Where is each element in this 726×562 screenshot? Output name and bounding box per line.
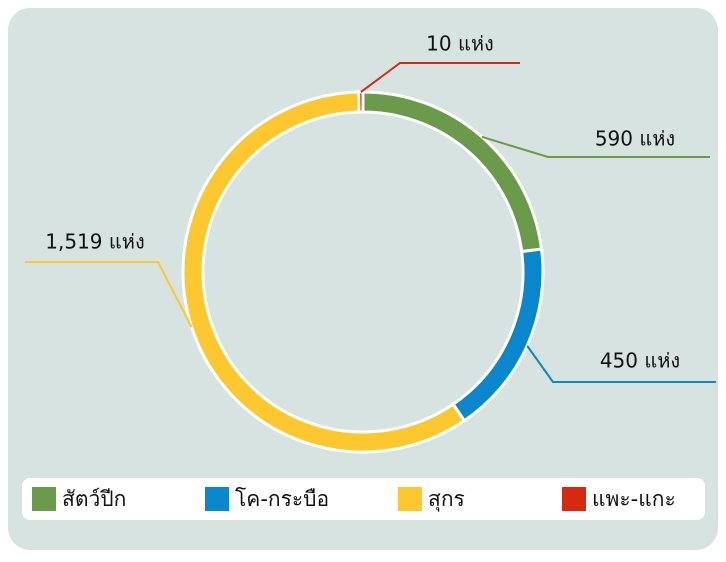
background-panel	[8, 8, 718, 550]
legend-label: โค-กระบือ	[235, 487, 329, 511]
leader-line	[481, 135, 710, 158]
leader-line	[360, 62, 520, 93]
data-label: 590 แห่ง	[595, 127, 675, 151]
data-label: 450 แห่ง	[600, 349, 680, 373]
legend-label: สุกร	[428, 487, 465, 512]
legend-swatch	[398, 487, 422, 511]
legend-label: แพะ-แกะ	[592, 487, 676, 511]
data-label: 1,519 แห่ง	[45, 230, 144, 254]
legend-swatch	[32, 487, 56, 511]
leader-line	[25, 261, 193, 328]
leader-line	[526, 345, 716, 383]
legend-box	[22, 478, 705, 520]
data-label: 10 แห่ง	[426, 32, 494, 56]
legend-label: สัตว์ปีก	[62, 487, 126, 511]
donut-slice	[357, 90, 365, 114]
legend-swatch	[205, 487, 229, 511]
legend-swatch	[562, 487, 586, 511]
